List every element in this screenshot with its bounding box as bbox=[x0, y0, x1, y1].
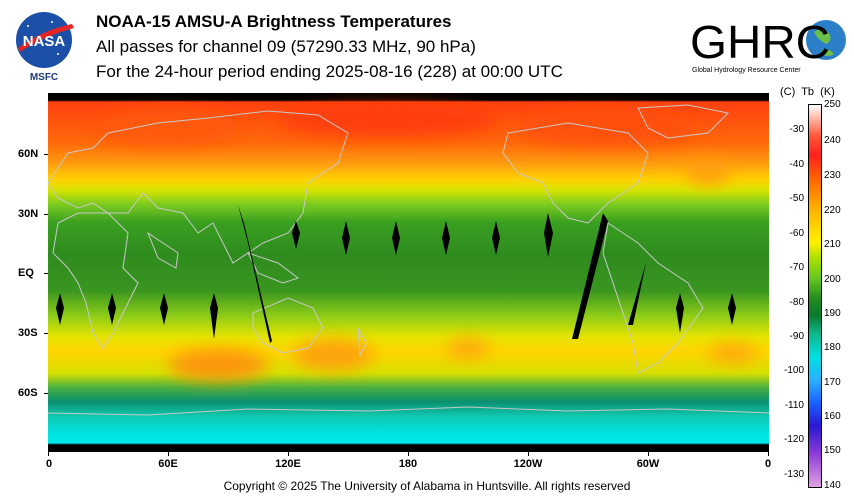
y-tick bbox=[44, 214, 48, 215]
colorbar-c-label: -50 bbox=[789, 193, 804, 204]
y-label-60s: 60S bbox=[18, 387, 38, 399]
colorbar-k-label: 220 bbox=[824, 205, 841, 216]
colorbar-c-label: -40 bbox=[789, 159, 804, 170]
page-title: NOAA-15 AMSU-A Brightness Temperatures bbox=[96, 12, 452, 31]
ghrc-logo-sub: Global Hydrology Resource Center bbox=[692, 67, 801, 74]
x-tick bbox=[768, 452, 769, 456]
colorbar-k-label: 200 bbox=[824, 274, 841, 285]
ghrc-logo-text: GHRC bbox=[690, 16, 830, 68]
map-svg bbox=[48, 93, 769, 452]
colorbar-c-label: -90 bbox=[789, 331, 804, 342]
colorbar-header: (C) Tb (K) bbox=[780, 86, 835, 98]
colorbar-k-label: 150 bbox=[824, 445, 841, 456]
y-tick bbox=[44, 333, 48, 334]
colorbar-c-label: -130 bbox=[783, 469, 804, 480]
nasa-logo: NASA MSFC bbox=[16, 12, 74, 82]
y-tick bbox=[44, 273, 48, 274]
y-label-60n: 60N bbox=[18, 148, 39, 160]
x-tick bbox=[48, 452, 49, 456]
x-tick bbox=[528, 452, 529, 456]
x-label-120w: 120W bbox=[513, 458, 543, 470]
colorbar-c-label: -70 bbox=[789, 262, 804, 273]
x-label-0: 0 bbox=[45, 458, 53, 470]
y-label-eq: EQ bbox=[18, 267, 34, 279]
coastlines bbox=[48, 104, 769, 416]
copyright-notice: Copyright © 2025 The University of Alaba… bbox=[223, 479, 631, 493]
colorbar bbox=[808, 104, 822, 488]
colorbar-k-label: 230 bbox=[824, 170, 841, 181]
colorbar-k-label: 240 bbox=[824, 135, 841, 146]
ghrc-logo: GHRC Global Hydrology Resource Center bbox=[690, 16, 846, 74]
x-label-60e: 60E bbox=[158, 458, 178, 470]
channel-subtitle: All passes for channel 09 (57290.33 MHz,… bbox=[96, 37, 476, 56]
colorbar-c-label: -120 bbox=[783, 434, 804, 445]
colorbar-k-label: 140 bbox=[824, 480, 841, 491]
period-subtitle: For the 24-hour period ending 2025-08-16… bbox=[96, 62, 563, 81]
colorbar-header-tb: Tb bbox=[801, 86, 815, 98]
x-label-180: 180 bbox=[398, 458, 418, 470]
colorbar-c-label: -30 bbox=[789, 124, 804, 135]
y-tick bbox=[44, 154, 48, 155]
colorbar-k-label: 190 bbox=[824, 308, 841, 319]
orbit-gaps bbox=[56, 205, 736, 343]
x-tick bbox=[168, 452, 169, 456]
y-tick bbox=[44, 393, 48, 394]
colorbar-c-label: -60 bbox=[789, 228, 804, 239]
colorbar-k-label: 160 bbox=[824, 411, 841, 422]
brightness-temperature-map bbox=[48, 93, 769, 452]
colorbar-k-label: 180 bbox=[824, 342, 841, 353]
nasa-logo-sub: MSFC bbox=[30, 72, 58, 82]
colorbar-k-label: 250 bbox=[824, 99, 841, 110]
colorbar-c-label: -80 bbox=[789, 297, 804, 308]
y-label-30n: 30N bbox=[18, 208, 39, 220]
nasa-logo-text: NASA bbox=[23, 33, 66, 50]
x-tick bbox=[288, 452, 289, 456]
x-tick bbox=[408, 452, 409, 456]
x-label-0-end: 0 bbox=[764, 458, 772, 470]
colorbar-header-c: (C) bbox=[780, 86, 796, 98]
x-tick bbox=[648, 452, 649, 456]
colorbar-c-label: -100 bbox=[783, 365, 804, 376]
colorbar-c-label: -110 bbox=[784, 400, 804, 411]
y-label-30s: 30S bbox=[18, 327, 38, 339]
colorbar-k-label: 210 bbox=[824, 239, 841, 250]
colorbar-header-k: (K) bbox=[820, 86, 835, 98]
x-label-60w: 60W bbox=[636, 458, 660, 470]
colorbar-k-label: 170 bbox=[824, 377, 841, 388]
x-label-120e: 120E bbox=[275, 458, 301, 470]
